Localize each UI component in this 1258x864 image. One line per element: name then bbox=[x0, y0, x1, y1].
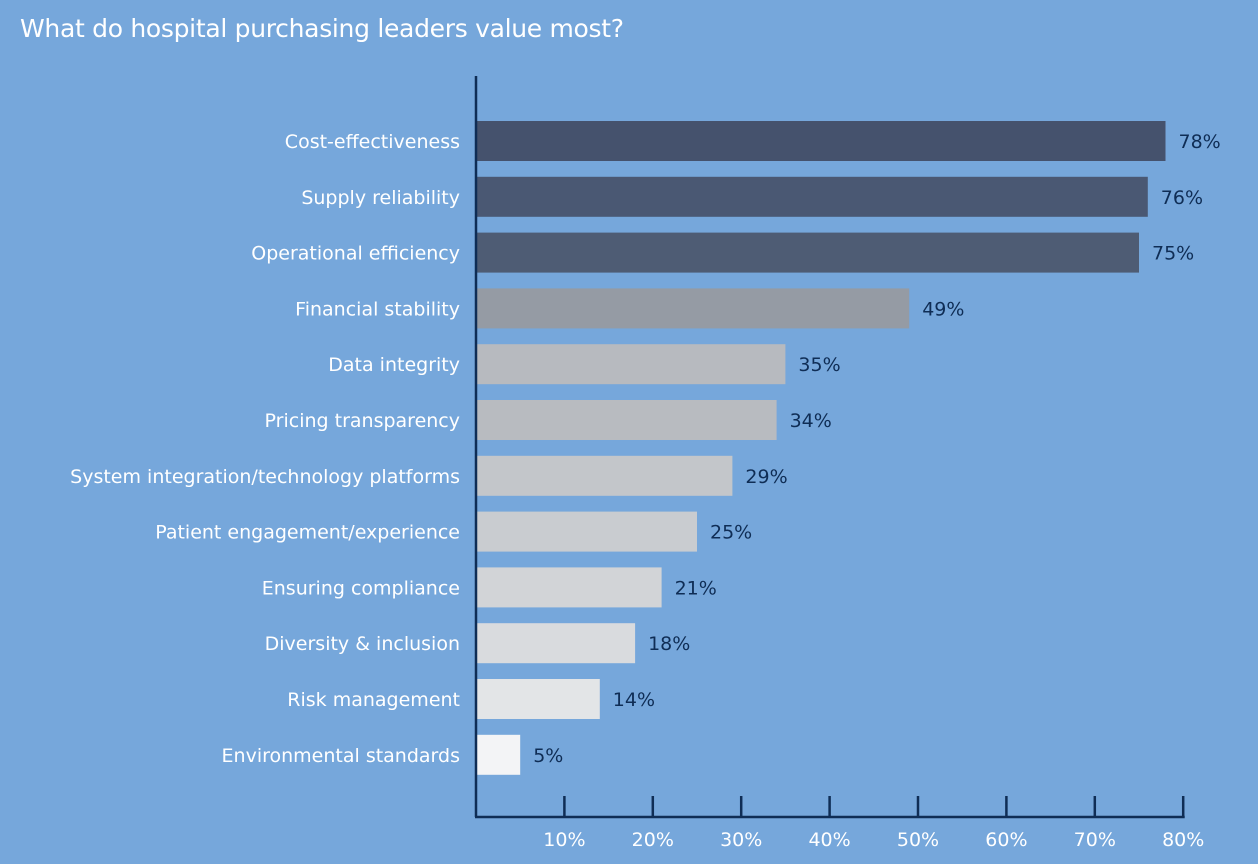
value-label: 34% bbox=[790, 410, 832, 432]
value-label: 18% bbox=[648, 633, 690, 655]
category-label: System integration/technology platforms bbox=[70, 466, 460, 488]
x-tick-label: 30% bbox=[720, 829, 762, 851]
category-label: Operational efficiency bbox=[251, 243, 460, 265]
x-tick-label: 20% bbox=[632, 829, 674, 851]
value-label: 25% bbox=[710, 522, 752, 544]
x-tick-label: 40% bbox=[808, 829, 850, 851]
category-label: Risk management bbox=[287, 689, 460, 711]
bar-10 bbox=[476, 623, 636, 664]
value-label: 14% bbox=[613, 689, 655, 711]
x-tick-label: 80% bbox=[1162, 829, 1204, 851]
x-tick-label: 50% bbox=[897, 829, 939, 851]
axis-layer: 10% 20% 30% 40% 50% 60% 70% 80% bbox=[474, 76, 1204, 851]
value-label: 5% bbox=[533, 745, 563, 767]
category-label: Patient engagement/experience bbox=[155, 522, 460, 544]
category-label: Ensuring compliance bbox=[262, 577, 460, 599]
category-label: Data integrity bbox=[328, 354, 460, 376]
category-label: Pricing transparency bbox=[265, 410, 460, 432]
bar-4 bbox=[476, 288, 910, 329]
labels-layer: Cost-effectiveness 78% Supply reliability 7… bbox=[70, 131, 1221, 767]
bar-11 bbox=[476, 679, 600, 719]
bar-12 bbox=[476, 734, 521, 775]
value-label: 78% bbox=[1179, 131, 1221, 153]
x-tick-label: 70% bbox=[1074, 829, 1116, 851]
value-label: 21% bbox=[675, 577, 717, 599]
bar-3 bbox=[476, 232, 1139, 273]
bar-6 bbox=[476, 400, 777, 440]
bar-8 bbox=[476, 511, 697, 552]
value-label: 35% bbox=[798, 354, 840, 376]
category-label: Supply reliability bbox=[301, 187, 460, 209]
bar-5 bbox=[476, 344, 786, 385]
category-label: Financial stability bbox=[295, 298, 460, 320]
bar-1 bbox=[476, 121, 1166, 161]
category-label: Diversity & inclusion bbox=[265, 633, 460, 655]
category-label: Cost-effectiveness bbox=[285, 131, 460, 153]
value-label: 75% bbox=[1152, 243, 1194, 265]
chart-title: What do hospital purchasing leaders valu… bbox=[20, 14, 624, 43]
value-label: 76% bbox=[1161, 187, 1203, 209]
bar-7 bbox=[476, 455, 733, 496]
value-label: 49% bbox=[922, 298, 964, 320]
x-tick-label: 10% bbox=[543, 829, 585, 851]
value-label: 29% bbox=[745, 466, 787, 488]
x-tick-label: 60% bbox=[985, 829, 1027, 851]
bar-2 bbox=[476, 176, 1148, 217]
bars-layer bbox=[476, 121, 1166, 775]
bar-9 bbox=[476, 567, 662, 608]
category-label: Environmental standards bbox=[222, 745, 460, 767]
